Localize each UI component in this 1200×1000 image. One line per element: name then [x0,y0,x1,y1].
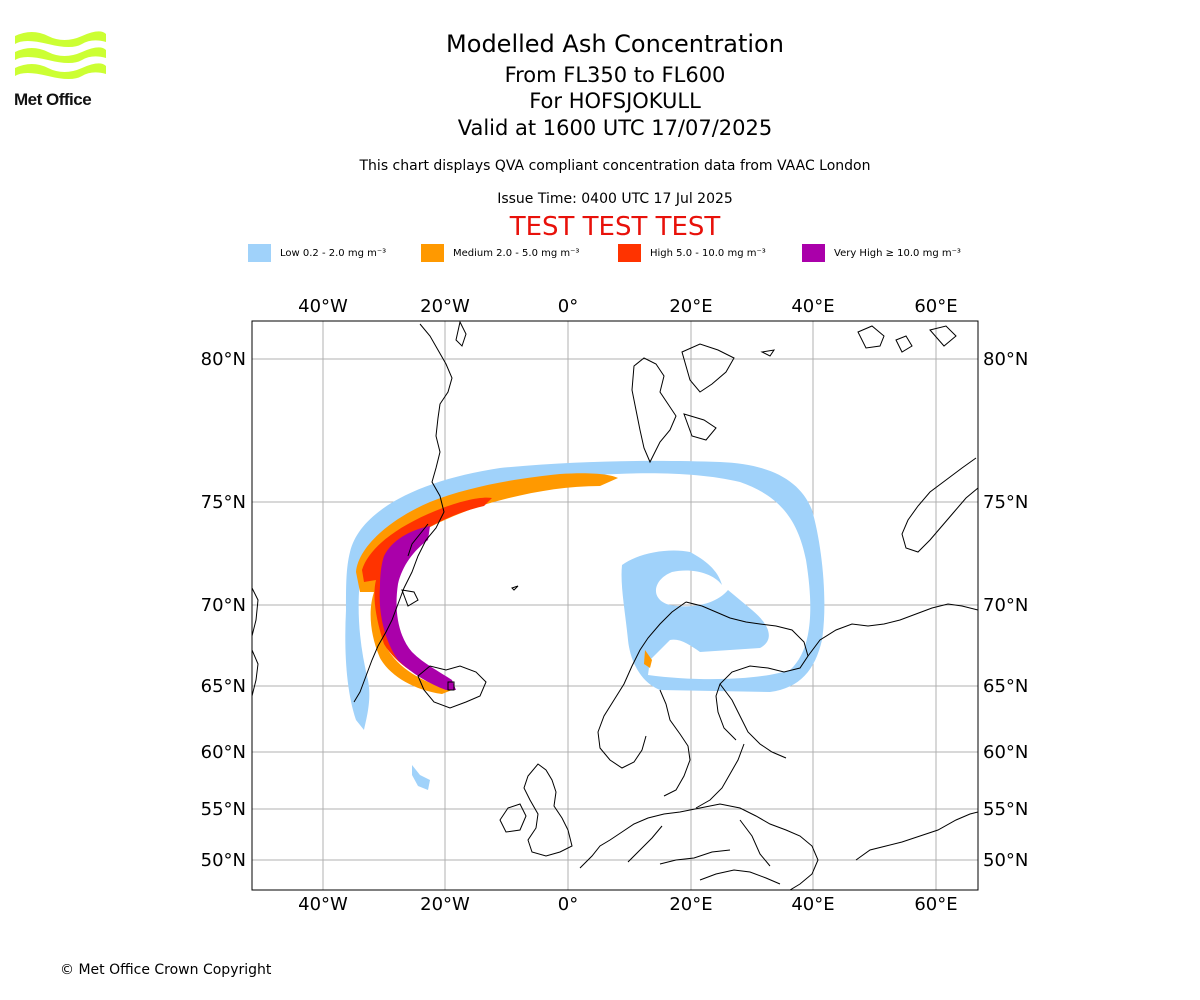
lat-tick-right-75n: 75°N [983,492,1028,513]
legend-item-low: Low 0.2 - 2.0 mg m⁻³ [248,244,386,262]
lon-tick-top-40e: 40°E [791,296,834,317]
logo-wordmark: Met Office [14,90,92,109]
ash-low [345,460,825,790]
lat-tick-right-50n: 50°N [983,850,1028,871]
lat-tick-right-70n: 70°N [983,595,1028,616]
chart-title: Modelled Ash Concentration [446,30,784,58]
lon-tick-bottom-20e: 20°E [669,894,712,915]
lat-tick-right-55n: 55°N [983,799,1028,820]
lat-tick-left-55n: 55°N [201,799,246,820]
legend-item-very-high: Very High ≥ 10.0 mg m⁻³ [802,244,961,262]
legend-swatch-medium [421,244,444,262]
volcano-name: For HOFSJOKULL [529,89,701,113]
legend-item-high: High 5.0 - 10.0 mg m⁻³ [618,244,766,262]
lon-tick-top-60e: 60°E [914,296,957,317]
lat-tick-right-60n: 60°N [983,742,1028,763]
legend-swatch-very-high [802,244,825,262]
lat-tick-right-80n: 80°N [983,349,1028,370]
lon-tick-top-20w: 20°W [420,296,470,317]
volcano-marker [447,681,455,691]
met-office-logo: Met Office [12,28,112,114]
lat-tick-left-75n: 75°N [201,492,246,513]
lon-tick-bottom-40w: 40°W [298,894,348,915]
legend-swatch-high [618,244,641,262]
legend-label-high: High 5.0 - 10.0 mg m⁻³ [650,247,766,259]
test-banner: TEST TEST TEST [509,212,721,242]
issue-time: Issue Time: 0400 UTC 17 Jul 2025 [497,191,733,207]
lat-tick-left-70n: 70°N [201,595,246,616]
legend-item-medium: Medium 2.0 - 5.0 mg m⁻³ [421,244,579,262]
valid-time: Valid at 1600 UTC 17/07/2025 [457,116,773,140]
map-frame [251,320,979,891]
legend-label-medium: Medium 2.0 - 5.0 mg m⁻³ [453,247,580,259]
lon-tick-bottom-20w: 20°W [420,894,470,915]
lon-tick-bottom-0: 0° [558,894,578,915]
lon-labels-top: 40°W 20°W 0° 20°E 40°E 60°E [298,296,957,317]
flight-level-range: From FL350 to FL600 [504,63,726,87]
lon-tick-top-20e: 20°E [669,296,712,317]
lat-tick-right-65n: 65°N [983,676,1028,697]
lat-tick-left-65n: 65°N [201,676,246,697]
lat-labels-left: 80°N 75°N 70°N 65°N 60°N 55°N 50°N [201,349,246,871]
coastlines [252,321,978,890]
legend-label-very-high: Very High ≥ 10.0 mg m⁻³ [834,247,961,259]
lat-tick-left-60n: 60°N [201,742,246,763]
compliance-note: This chart displays QVA compliant concen… [359,158,871,174]
lon-labels-bottom: 40°W 20°W 0° 20°E 40°E 60°E [298,894,957,915]
lat-labels-right: 80°N 75°N 70°N 65°N 60°N 55°N 50°N [983,349,1028,871]
lon-tick-top-0: 0° [558,296,578,317]
lon-tick-bottom-60e: 60°E [914,894,957,915]
legend-swatch-low [248,244,271,262]
legend-label-low: Low 0.2 - 2.0 mg m⁻³ [280,247,387,259]
lon-tick-top-40w: 40°W [298,296,348,317]
logo-waves-icon [15,31,106,79]
lat-tick-left-80n: 80°N [201,349,246,370]
copyright: © Met Office Crown Copyright [60,962,272,978]
lat-tick-left-50n: 50°N [201,850,246,871]
ash-very-high [379,526,456,690]
lon-tick-bottom-40e: 40°E [791,894,834,915]
